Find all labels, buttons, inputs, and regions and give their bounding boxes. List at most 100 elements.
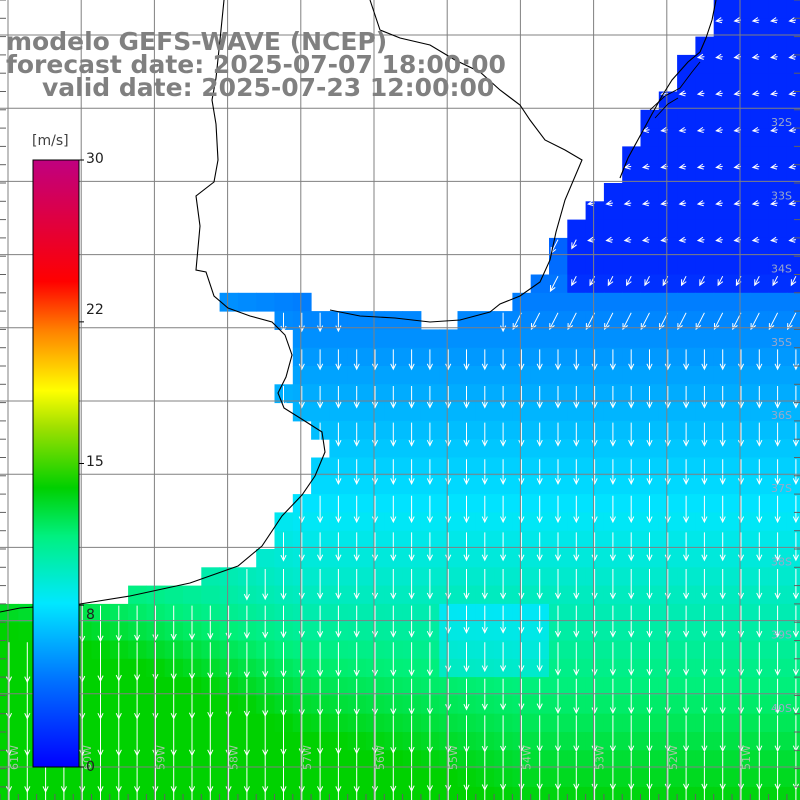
wind-arrow	[518, 715, 525, 753]
wind-speed-cell	[475, 329, 495, 349]
wind-speed-cell	[677, 183, 696, 202]
wind-arrow	[426, 349, 433, 371]
wind-arrow	[554, 678, 562, 715]
wind-arrow	[317, 386, 324, 409]
wind-speed-cell	[750, 146, 770, 166]
wind-speed-cell	[750, 329, 770, 349]
wind-speed-cell	[768, 219, 788, 239]
wind-speed-cell	[402, 311, 422, 330]
wind-arrow	[571, 239, 577, 250]
wind-arrow	[335, 678, 342, 716]
wind-arrow	[756, 569, 763, 600]
wind-speed-cell	[512, 366, 532, 385]
latitude-labels: 32S 33S 34S 35S 36S 37S 38S 39S 40S	[771, 116, 792, 715]
wind-arrow	[554, 642, 562, 676]
wind-arrow	[188, 605, 196, 641]
wind-speed-cell	[732, 274, 751, 294]
wind-speed-cell	[603, 292, 623, 312]
wind-speed-cell	[567, 256, 587, 275]
wind-arrow	[628, 349, 635, 371]
wind-arrow	[554, 495, 562, 524]
wind-speed-cell	[585, 256, 605, 275]
wind-arrow	[609, 715, 616, 753]
wind-speed-cell	[786, 750, 800, 770]
wind-arrow	[664, 349, 671, 371]
wind-speed-cell	[732, 164, 751, 184]
wind-speed-cell	[457, 439, 477, 458]
wind-speed-cell	[585, 292, 605, 312]
wind-arrow	[115, 605, 122, 642]
wind-arrow	[774, 678, 781, 715]
wind-arrow	[463, 605, 470, 634]
wind-arrow	[737, 422, 745, 447]
wind-speed-cell	[329, 475, 349, 495]
colorbar	[32, 159, 80, 768]
latitude-label: 36S	[771, 409, 792, 422]
wind-arrow	[353, 349, 360, 371]
wind-arrow	[390, 495, 397, 524]
longitude-label: 55W	[447, 745, 460, 770]
wind-arrow	[571, 275, 577, 287]
wind-speed-cell	[732, 18, 751, 38]
wind-speed-cell	[311, 402, 330, 422]
wind-arrow	[594, 788, 596, 800]
wind-arrow	[426, 678, 433, 715]
wind-arrow	[609, 386, 616, 409]
wind-speed-cell	[0, 603, 19, 623]
wind-arrow	[500, 569, 507, 600]
wind-arrow	[549, 312, 559, 331]
wind-arrow	[188, 642, 196, 680]
wind-arrow	[623, 236, 632, 243]
wind-speed-cell	[768, 292, 788, 312]
wind-arrow	[609, 678, 616, 715]
colorbar-tick-label: 8	[86, 607, 95, 623]
wind-speed-cell	[658, 256, 678, 275]
wind-speed-cell	[768, 18, 788, 38]
wind-arrow	[628, 715, 635, 753]
wind-arrow	[518, 532, 525, 562]
wind-arrow	[353, 605, 360, 638]
longitude-labels: 61W 60W 59W 58W 57W 56W 55W 54W 53W 52W 51W	[8, 745, 753, 770]
wind-arrow	[317, 569, 324, 600]
wind-speed-cell	[530, 475, 550, 495]
wind-arrow	[756, 495, 763, 524]
wind-arrow	[335, 386, 342, 409]
wind-arrow	[609, 642, 616, 676]
wind-speed-cell	[695, 329, 715, 349]
wind-speed-cell	[18, 622, 38, 641]
wind-arrow	[719, 532, 726, 562]
wind-arrow	[777, 788, 779, 800]
wind-arrow	[353, 532, 360, 562]
wind-speed-cell	[713, 274, 733, 294]
wind-arrow	[500, 349, 507, 371]
wind-speed-cell	[622, 402, 641, 422]
wind-speed-cell	[750, 91, 770, 111]
wind-speed-cell	[585, 329, 605, 349]
wind-speed-cell	[329, 402, 349, 422]
wind-speed-cell	[530, 274, 550, 294]
wind-arrow	[573, 495, 580, 524]
wind-speed-cell	[494, 402, 513, 422]
wind-arrow	[768, 312, 779, 331]
wind-speed-cell	[732, 91, 751, 111]
wind-speed-cell	[622, 475, 641, 495]
wind-speed-cell	[786, 73, 800, 92]
wind-arrow	[262, 642, 269, 678]
wind-speed-cell	[494, 366, 513, 385]
wind-arrow	[500, 532, 507, 562]
wind-speed-cell	[713, 183, 733, 202]
wind-arrow	[664, 386, 671, 409]
wind-speed-cell	[750, 73, 770, 92]
wind-arrow	[246, 788, 248, 800]
wind-speed-cell	[658, 366, 678, 385]
wind-arrow	[774, 459, 781, 485]
wind-speed-cell	[530, 366, 550, 385]
wind-speed-cell	[695, 146, 715, 166]
wind-speed-cell	[640, 146, 660, 166]
wind-arrow	[591, 532, 598, 562]
wind-arrow	[573, 386, 580, 409]
wind-speed-cell	[366, 366, 385, 385]
wind-arrow	[554, 459, 562, 485]
wind-arrow	[770, 90, 778, 97]
wind-arrow	[481, 422, 488, 447]
